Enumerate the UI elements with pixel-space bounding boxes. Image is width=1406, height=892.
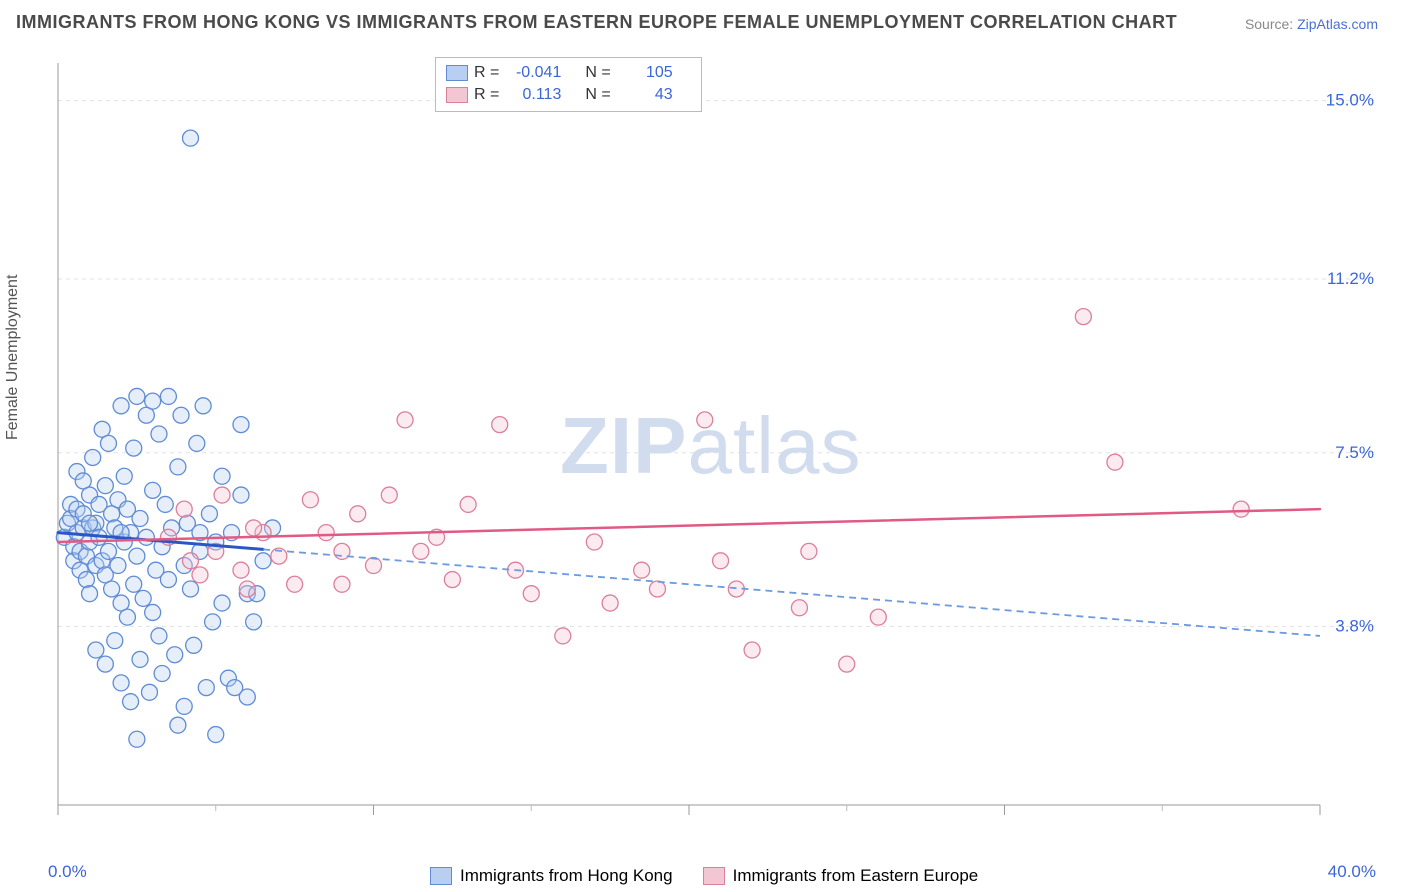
svg-text:3.8%: 3.8% bbox=[1335, 617, 1374, 636]
legend-bottom-label-1: Immigrants from Eastern Europe bbox=[733, 866, 979, 886]
chart-title: IMMIGRANTS FROM HONG KONG VS IMMIGRANTS … bbox=[16, 12, 1177, 33]
scatter-plot: 3.8% 7.5% 11.2% 15.0% bbox=[50, 55, 1380, 835]
legend-bottom-label-0: Immigrants from Hong Kong bbox=[460, 866, 673, 886]
legend-row-0: R = -0.041 N = 105 bbox=[446, 62, 691, 84]
source-link[interactable]: ZipAtlas.com bbox=[1297, 16, 1378, 32]
legend-series: Immigrants from Hong Kong Immigrants fro… bbox=[430, 866, 978, 886]
source-label: Source: bbox=[1245, 16, 1293, 32]
legend-r-label: R = bbox=[474, 86, 499, 104]
svg-text:11.2%: 11.2% bbox=[1327, 269, 1374, 288]
chart-canvas: 3.8% 7.5% 11.2% 15.0% bbox=[50, 55, 1380, 835]
x-tick-max: 40.0% bbox=[1328, 862, 1376, 882]
legend-item-1: Immigrants from Eastern Europe bbox=[703, 866, 979, 886]
legend-n-value-1: 43 bbox=[621, 86, 673, 104]
svg-text:15.0%: 15.0% bbox=[1326, 91, 1374, 110]
legend-item-0: Immigrants from Hong Kong bbox=[430, 866, 673, 886]
source-attribution: Source: ZipAtlas.com bbox=[1245, 16, 1378, 32]
legend-n-label: N = bbox=[585, 64, 610, 82]
y-axis-label: Female Unemployment bbox=[4, 275, 22, 440]
legend-bottom-swatch-1 bbox=[703, 867, 725, 885]
legend-r-label: R = bbox=[474, 64, 499, 82]
svg-text:7.5%: 7.5% bbox=[1335, 443, 1374, 462]
legend-swatch-1 bbox=[446, 87, 468, 103]
legend-r-value-1: 0.113 bbox=[509, 86, 561, 104]
legend-row-1: R = 0.113 N = 43 bbox=[446, 84, 691, 106]
legend-correlation: R = -0.041 N = 105 R = 0.113 N = 43 bbox=[435, 57, 702, 112]
legend-bottom-swatch-0 bbox=[430, 867, 452, 885]
x-tick-min: 0.0% bbox=[48, 862, 87, 882]
legend-n-label: N = bbox=[585, 86, 610, 104]
legend-n-value-0: 105 bbox=[621, 64, 673, 82]
legend-swatch-0 bbox=[446, 65, 468, 81]
legend-r-value-0: -0.041 bbox=[509, 64, 561, 82]
